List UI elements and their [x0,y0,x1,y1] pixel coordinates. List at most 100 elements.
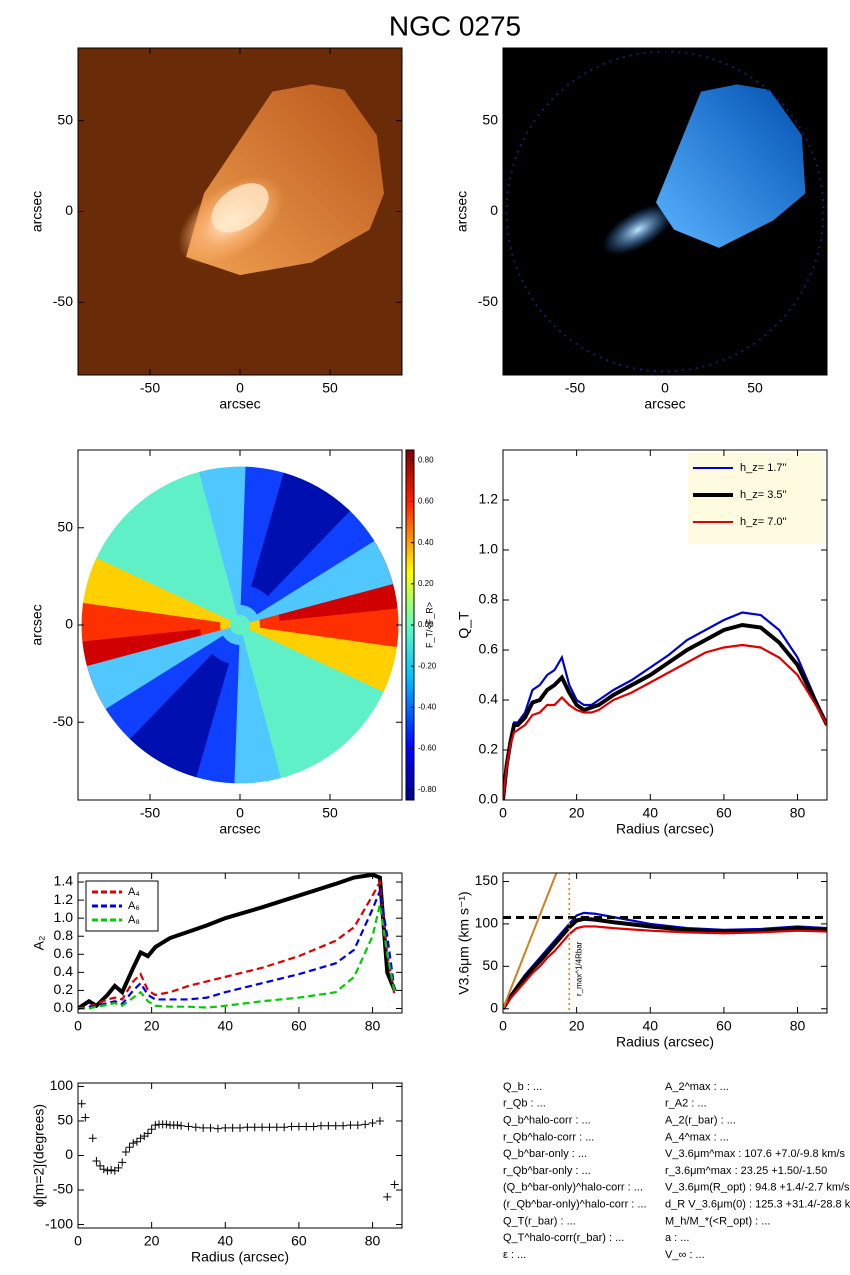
series-line [503,916,827,1010]
parameter-text: V_3.6μm(R_opt) : 94.8 +1.4/-2.7 km/s [665,1182,850,1194]
y-tick-label: 0 [490,999,498,1015]
x-tick-label: 20 [569,805,585,821]
x-tick-label: 0 [236,380,244,396]
series-line [78,878,396,1010]
y-tick-label: -50 [53,293,73,309]
x-tick-label: 40 [642,805,658,821]
x-axis-label: Radius (arcsec) [616,1034,714,1050]
x-tick-label: 20 [144,1233,160,1249]
panel: 0.80 0.60 0.40 0.20 0.00 -0.20 -0.40 -0.60 -0.80… [29,449,437,837]
colorbar-label: F_T/<F_R> [424,602,434,648]
panel: -50 0 50 -50 0 50 arcsec arcsec [29,47,403,412]
scatter-point [107,1166,116,1174]
x-tick-label: 80 [365,1018,381,1034]
parameter-text: r_A2 : ... [665,1098,707,1110]
x-tick-label: -50 [565,380,585,396]
x-tick-label: 40 [217,1018,233,1034]
y-tick-label: 0 [490,202,498,218]
scatter-point [103,1166,112,1175]
scatter-point [99,1165,108,1174]
scatter-point [129,1139,138,1148]
scatter-point [258,1123,267,1132]
scatter-point [272,1123,281,1132]
y-axis-label: A₂ [31,936,47,951]
reference-line [503,873,558,1010]
scatter-point [114,1163,123,1172]
scatter-point [324,1121,333,1130]
y-tick-label: 1.2 [479,491,499,507]
scatter-point [151,1121,160,1130]
x-tick-label: 80 [365,1233,381,1249]
scatter-point [206,1123,215,1132]
y-tick-label: 1.0 [479,541,499,557]
parameter-text: M_h/M_*(<R_opt) : ... [665,1215,770,1227]
y-tick-label: 50 [482,957,498,973]
scatter-point [125,1143,134,1152]
scatter-point [228,1123,237,1132]
scatter-point [250,1123,259,1132]
parameter-text: r_3.6μm^max : 23.25 +1.50/-1.50 [665,1165,827,1177]
x-tick-label: 0 [499,805,507,821]
scatter-point [287,1122,296,1131]
scatter-point [236,1123,244,1132]
x-tick-label: 40 [217,1233,233,1249]
scatter-point [375,1116,384,1125]
colorbar-tick-label: 0.00 [418,620,434,629]
map-lobe [129,653,229,778]
scatter-point [96,1161,105,1170]
y-tick-label: 1.0 [54,909,74,925]
galaxy-knots [602,204,674,256]
plot-area [503,48,827,375]
x-tick-label: 60 [291,1233,307,1249]
parameter-text: r_Qb^halo-corr : ... [503,1131,594,1143]
scatter-point [213,1124,222,1133]
colorbar-tick-label: -0.20 [418,661,437,670]
y-tick-label: 0.0 [54,999,74,1015]
scatter-point [191,1123,200,1132]
y-tick-label: -50 [53,1181,73,1197]
y-tick-label: 0.4 [54,963,74,979]
legend-label: A₆ [128,900,140,912]
y-tick-label: 1.2 [54,891,74,907]
scatter-point [294,1122,303,1131]
scatter-point [221,1123,230,1132]
x-tick-label: 50 [322,380,338,396]
y-tick-label: 0.8 [54,927,74,943]
x-axis-label: arcsec [219,821,260,837]
y-tick-label: 0.2 [479,741,499,757]
parameter-text: r_Qb : ... [503,1098,546,1110]
series-line [78,873,397,1011]
scatter-point [136,1134,145,1143]
y-axis-label: arcsec [29,191,45,232]
plot-area [78,48,402,375]
y-tick-label: 50 [57,518,73,534]
y-tick-label: 0.6 [54,945,74,961]
scatter-point [353,1121,362,1130]
colorbar-tick-label: -0.40 [418,702,437,711]
legend-label: h_z= 1.7'' [740,462,787,474]
colorbar-tick-label: 0.60 [418,497,434,506]
series-line [503,611,827,800]
parameter-text: Q_b : ... [503,1081,542,1093]
parameter-text: ε : ... [503,1249,526,1261]
parameter-text: A_4^max : ... [665,1131,729,1143]
scatter-point [88,1134,97,1143]
y-axis-label: Q_T [456,611,472,639]
parameter-text: d_R V_3.6μm(0) : 125.3 +31.4/-28.8 km/s/… [665,1199,850,1211]
scatter-point [118,1158,127,1167]
parameter-text: A_2(r_bar) : ... [665,1115,736,1127]
x-tick-label: 80 [790,1018,806,1034]
parameter-text: V_∞ : ... [665,1249,705,1261]
y-tick-label: 0.6 [479,641,499,657]
y-tick-label: 0 [65,616,73,632]
series-line [78,887,396,1010]
series-line [503,643,827,800]
x-tick-label: 0 [74,1018,82,1034]
scatter-point [173,1121,182,1130]
colorbar-tick-label: 0.20 [418,579,434,588]
legend-label: A₄ [128,886,140,898]
x-tick-label: 0 [236,805,244,821]
x-axis-label: Radius (arcsec) [616,821,714,837]
x-tick-label: 20 [569,1018,585,1034]
y-tick-label: -50 [478,293,498,309]
